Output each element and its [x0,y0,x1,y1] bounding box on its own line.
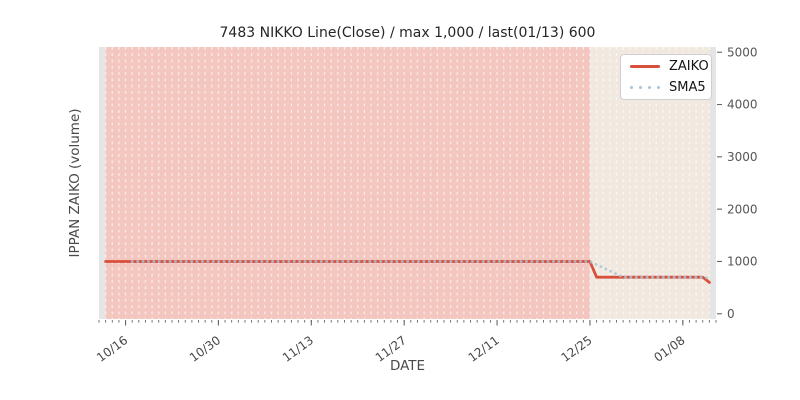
legend: ZAIKO SMA5 [620,54,712,100]
y-tick-label: 4000 [727,98,758,112]
y-axis-label: IPPAN ZAIKO (volume) [67,108,83,258]
y-tick-label: 5000 [727,45,758,59]
x-axis-label: DATE [389,358,426,374]
legend-item-sma5: SMA5 [630,79,711,97]
sma5-dotted-line [130,260,711,280]
legend-item-zaiko: ZAIKO [630,58,711,76]
y-tick-label: 2000 [727,202,758,216]
y-tick-label: 0 [727,307,735,321]
y-tick-label: 1000 [727,255,758,269]
highlight-span-0 [105,47,590,319]
zaiko-line-swatch [630,64,660,69]
chart-title: 7483 NIKKO Line(Close) / max 1,000 / las… [219,25,596,41]
sma5-dots-swatch [630,85,660,90]
y-tick-label: 3000 [727,150,758,164]
legend-label-sma5: SMA5 [669,80,706,95]
legend-label-zaiko: ZAIKO [669,59,709,74]
